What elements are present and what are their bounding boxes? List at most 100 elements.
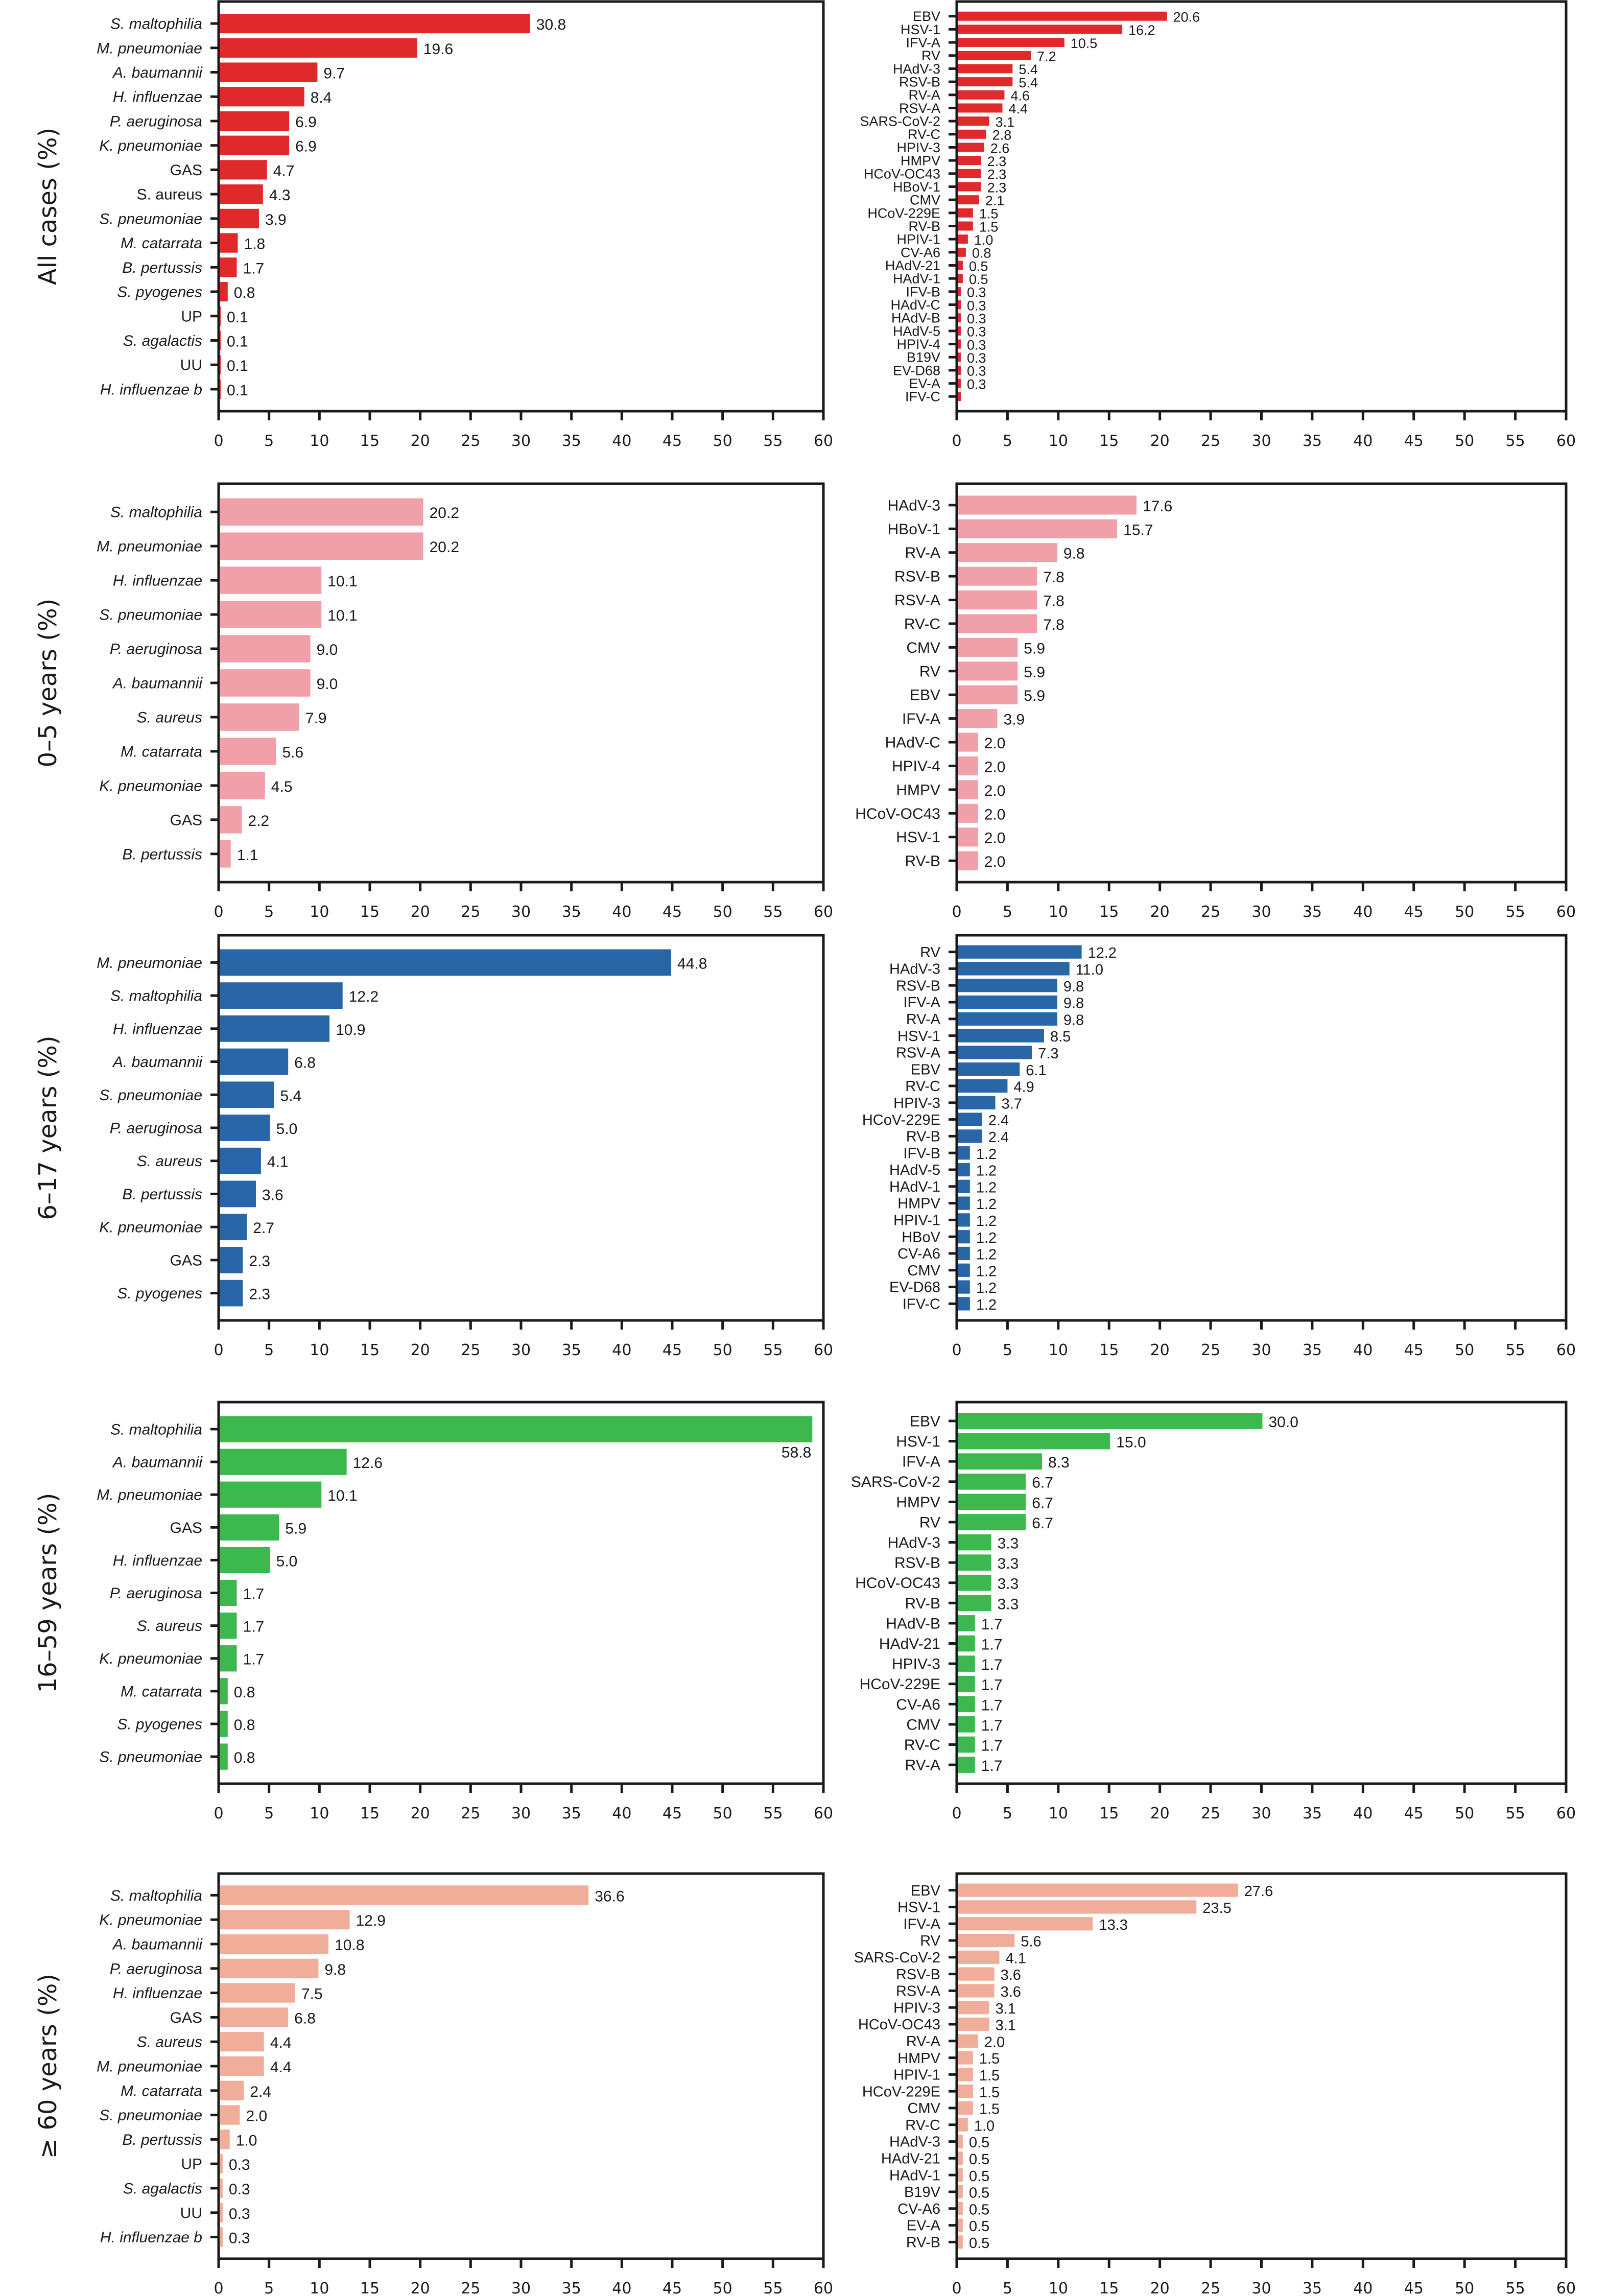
category-label: CV-A6 bbox=[901, 245, 940, 260]
category-label: EBV bbox=[910, 1413, 940, 1430]
x-tick-label: 0 bbox=[214, 1805, 223, 1822]
value-label: 7.8 bbox=[1043, 593, 1064, 610]
category-label: RV bbox=[920, 1933, 940, 1949]
value-label: 5.4 bbox=[1019, 75, 1038, 90]
bar bbox=[958, 1917, 1093, 1931]
x-tick-label: 55 bbox=[1505, 903, 1525, 921]
category-label: H. influenzae bbox=[113, 1985, 202, 2002]
category-label: HMPV bbox=[897, 1196, 940, 1212]
category-label: RV-B bbox=[908, 219, 940, 234]
category-label: S. pyogenes bbox=[117, 1285, 202, 1302]
bar bbox=[958, 1096, 996, 1109]
x-tick-label: 0 bbox=[952, 1805, 961, 1822]
category-label: S. pneumoniae bbox=[99, 210, 202, 227]
category-label: HCoV-OC43 bbox=[855, 1575, 940, 1592]
x-tick-label: 50 bbox=[1455, 2280, 1474, 2296]
bar bbox=[958, 1736, 975, 1753]
category-label: RV-B bbox=[906, 1129, 940, 1145]
bar bbox=[958, 90, 1005, 100]
x-tick-label: 25 bbox=[1201, 2280, 1220, 2296]
value-label: 1.5 bbox=[979, 2068, 1000, 2084]
bar bbox=[958, 1950, 1000, 1964]
category-label: HPIV-1 bbox=[893, 1213, 940, 1229]
bar bbox=[958, 1595, 991, 1612]
value-label: 6.8 bbox=[294, 2010, 316, 2027]
value-label: 15.0 bbox=[1116, 1434, 1146, 1451]
bar bbox=[220, 355, 221, 375]
x-tick-label: 40 bbox=[1353, 1341, 1373, 1359]
category-label: RSV-A bbox=[896, 1983, 941, 2000]
category-label: A. baumannii bbox=[112, 675, 203, 692]
bar bbox=[958, 709, 998, 728]
category-label: SARS-CoV-2 bbox=[851, 1474, 940, 1490]
x-tick-label: 10 bbox=[1049, 903, 1068, 921]
bar bbox=[958, 1984, 995, 1998]
value-label: 2.8 bbox=[992, 128, 1012, 143]
value-label: 2.7 bbox=[253, 1220, 274, 1237]
x-tick-label: 20 bbox=[411, 2280, 430, 2296]
category-label: K. pneumoniae bbox=[99, 1912, 202, 1929]
value-label: 6.7 bbox=[1032, 1475, 1053, 1492]
bar bbox=[958, 495, 1137, 515]
x-tick-label: 5 bbox=[1003, 2280, 1012, 2296]
value-label: 2.4 bbox=[250, 2084, 271, 2100]
x-tick-label: 60 bbox=[814, 432, 833, 450]
value-label: 7.8 bbox=[1043, 617, 1064, 633]
value-label: 2.0 bbox=[984, 783, 1006, 799]
bar bbox=[220, 1416, 813, 1442]
value-label: 11.0 bbox=[1076, 962, 1103, 978]
category-label: S. agalactis bbox=[123, 333, 202, 349]
value-label: 3.1 bbox=[996, 2018, 1016, 2034]
category-label: HAdV-5 bbox=[889, 1162, 940, 1178]
bar bbox=[958, 1062, 1020, 1076]
value-label: 30.0 bbox=[1269, 1414, 1298, 1431]
bar bbox=[220, 1547, 270, 1574]
category-label: S. pyogenes bbox=[117, 284, 202, 301]
value-label: 9.7 bbox=[323, 65, 345, 82]
value-label: 3.1 bbox=[996, 2001, 1016, 2017]
bar bbox=[958, 962, 1070, 976]
value-label: 23.5 bbox=[1202, 1900, 1231, 1916]
bar bbox=[958, 590, 1037, 610]
value-label: 2.0 bbox=[984, 2034, 1005, 2050]
bar bbox=[958, 2218, 963, 2232]
bar bbox=[958, 2001, 989, 2015]
panel-row-4: ≥ 60 years (%)0 5 10 15 20 25 30 35 40 45 50 55 60S.… bbox=[34, 1872, 1576, 2296]
x-tick-label: 40 bbox=[612, 903, 631, 921]
value-label: 27.6 bbox=[1244, 1883, 1273, 1900]
category-label: RSV-B bbox=[896, 1967, 940, 1983]
bar bbox=[958, 221, 973, 231]
x-tick-label: 45 bbox=[662, 1805, 682, 1822]
value-label: 6.8 bbox=[294, 1055, 316, 1072]
bar bbox=[220, 135, 290, 155]
bar bbox=[220, 2032, 264, 2052]
category-label: CMV bbox=[906, 1716, 940, 1733]
value-label: 12.6 bbox=[353, 1455, 383, 1472]
x-tick-label: 40 bbox=[1353, 432, 1373, 450]
bar bbox=[958, 1883, 1238, 1897]
value-label: 36.6 bbox=[595, 1888, 624, 1905]
value-label: 9.8 bbox=[1063, 979, 1084, 995]
bar bbox=[958, 287, 961, 296]
value-label: 2.6 bbox=[990, 140, 1010, 156]
x-tick-label: 40 bbox=[1353, 2280, 1373, 2296]
x-tick-label: 0 bbox=[952, 2280, 961, 2296]
value-label: 17.6 bbox=[1143, 498, 1172, 515]
category-label: RSV-A bbox=[896, 1045, 941, 1061]
x-tick-label: 55 bbox=[763, 432, 783, 450]
value-label: 0.5 bbox=[969, 2185, 989, 2202]
bar bbox=[958, 756, 978, 776]
category-label: M. pneumoniae bbox=[97, 955, 202, 972]
value-label: 4.4 bbox=[1008, 101, 1028, 116]
category-label: UU bbox=[180, 2205, 202, 2221]
value-label: 1.2 bbox=[976, 1179, 997, 1196]
bar bbox=[958, 1473, 1026, 1490]
x-tick-label: 30 bbox=[1251, 432, 1271, 450]
category-label: RSV-B bbox=[894, 569, 940, 585]
bacteria-panel: 0 5 10 15 20 25 30 35 40 45 50 55 60 S. maltophilia 58… bbox=[97, 1401, 833, 1822]
bar bbox=[958, 1163, 970, 1177]
value-label: 8.4 bbox=[311, 89, 332, 106]
x-tick-label: 0 bbox=[952, 903, 961, 921]
category-label: HAdV-3 bbox=[893, 61, 940, 77]
bar bbox=[220, 498, 423, 526]
